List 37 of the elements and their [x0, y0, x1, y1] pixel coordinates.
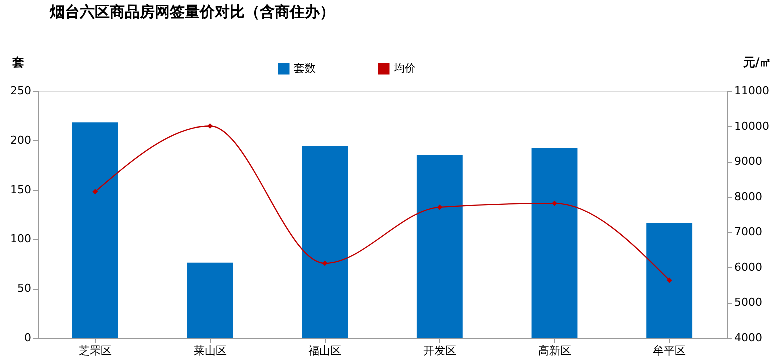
point	[437, 204, 443, 210]
y2-tick-label: 9000	[734, 155, 762, 168]
y-tick-label: 200	[10, 134, 32, 147]
x-tick-label: 开发区	[423, 344, 456, 358]
y2-axis-title: 元/㎡	[742, 56, 772, 70]
y2-tick-label: 5000	[734, 296, 762, 310]
y2-tick-label: 8000	[734, 190, 762, 204]
bar	[646, 223, 693, 338]
bar	[72, 122, 118, 338]
y2-tick-label: 11000	[734, 84, 770, 98]
y2-tick-label: 10000	[734, 120, 770, 133]
x-tick-label: 高新区	[538, 344, 572, 358]
x-tick-label: 芝罘区	[78, 344, 112, 358]
legend-label: 均价	[393, 62, 416, 75]
y2-tick-label: 6000	[734, 260, 762, 274]
point	[208, 124, 213, 130]
bar	[187, 262, 234, 338]
bar	[302, 146, 348, 338]
legend-label: 套数	[294, 62, 316, 75]
point	[552, 200, 558, 206]
bar	[532, 148, 578, 338]
x-tick-label: 福山区	[308, 344, 342, 358]
x-tick-label: 莱山区	[194, 344, 227, 358]
bar	[416, 155, 463, 338]
y-tick-label: 100	[10, 232, 32, 246]
x-tick-label: 牟平区	[653, 344, 686, 358]
y-tick-label: 250	[10, 84, 32, 98]
y-axis-title: 套	[12, 56, 24, 70]
point	[322, 260, 328, 266]
point	[666, 278, 672, 284]
y-tick-label: 150	[10, 183, 32, 196]
chart-title: 烟台六区商品房网签量价对比（含商住办）	[49, 3, 336, 21]
y-tick-label: 50	[18, 282, 32, 296]
y2-tick-label: 7000	[734, 226, 762, 239]
y2-tick-label: 4000	[734, 332, 762, 344]
point	[92, 189, 98, 195]
y-tick-label: 0	[24, 332, 32, 344]
